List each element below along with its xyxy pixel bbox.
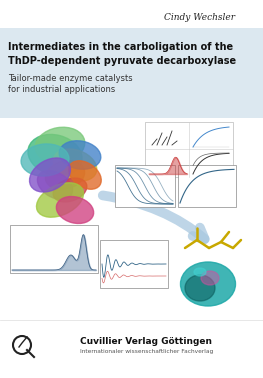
Text: Intermediates in the carboligation of the: Intermediates in the carboligation of th… — [8, 42, 233, 52]
Ellipse shape — [21, 144, 69, 176]
FancyBboxPatch shape — [115, 165, 175, 207]
Ellipse shape — [194, 268, 206, 276]
Ellipse shape — [180, 262, 235, 306]
Ellipse shape — [53, 149, 97, 181]
FancyBboxPatch shape — [145, 122, 233, 177]
Text: Tailor-made enzyme catalysts: Tailor-made enzyme catalysts — [8, 74, 133, 83]
Ellipse shape — [35, 127, 85, 163]
Ellipse shape — [29, 158, 70, 192]
Ellipse shape — [28, 135, 82, 176]
Ellipse shape — [37, 183, 84, 217]
Text: Internationaler wissenschaftlicher Fachverlag: Internationaler wissenschaftlicher Fachv… — [80, 350, 213, 355]
Ellipse shape — [53, 178, 87, 202]
FancyBboxPatch shape — [100, 240, 168, 288]
Text: for industrial applications: for industrial applications — [8, 85, 115, 94]
Text: ThDP-dependent pyruvate decarboxylase: ThDP-dependent pyruvate decarboxylase — [8, 56, 236, 66]
FancyArrowPatch shape — [103, 195, 205, 239]
Ellipse shape — [185, 275, 215, 301]
FancyBboxPatch shape — [178, 165, 236, 207]
Ellipse shape — [45, 161, 85, 189]
Text: Cuvillier Verlag Göttingen: Cuvillier Verlag Göttingen — [80, 336, 212, 345]
Ellipse shape — [56, 197, 94, 223]
Ellipse shape — [37, 170, 73, 200]
Ellipse shape — [69, 161, 101, 189]
Ellipse shape — [59, 141, 101, 169]
Text: Cindy Wechsler: Cindy Wechsler — [164, 14, 235, 23]
Ellipse shape — [201, 271, 219, 285]
FancyBboxPatch shape — [10, 225, 98, 273]
FancyBboxPatch shape — [0, 28, 263, 118]
